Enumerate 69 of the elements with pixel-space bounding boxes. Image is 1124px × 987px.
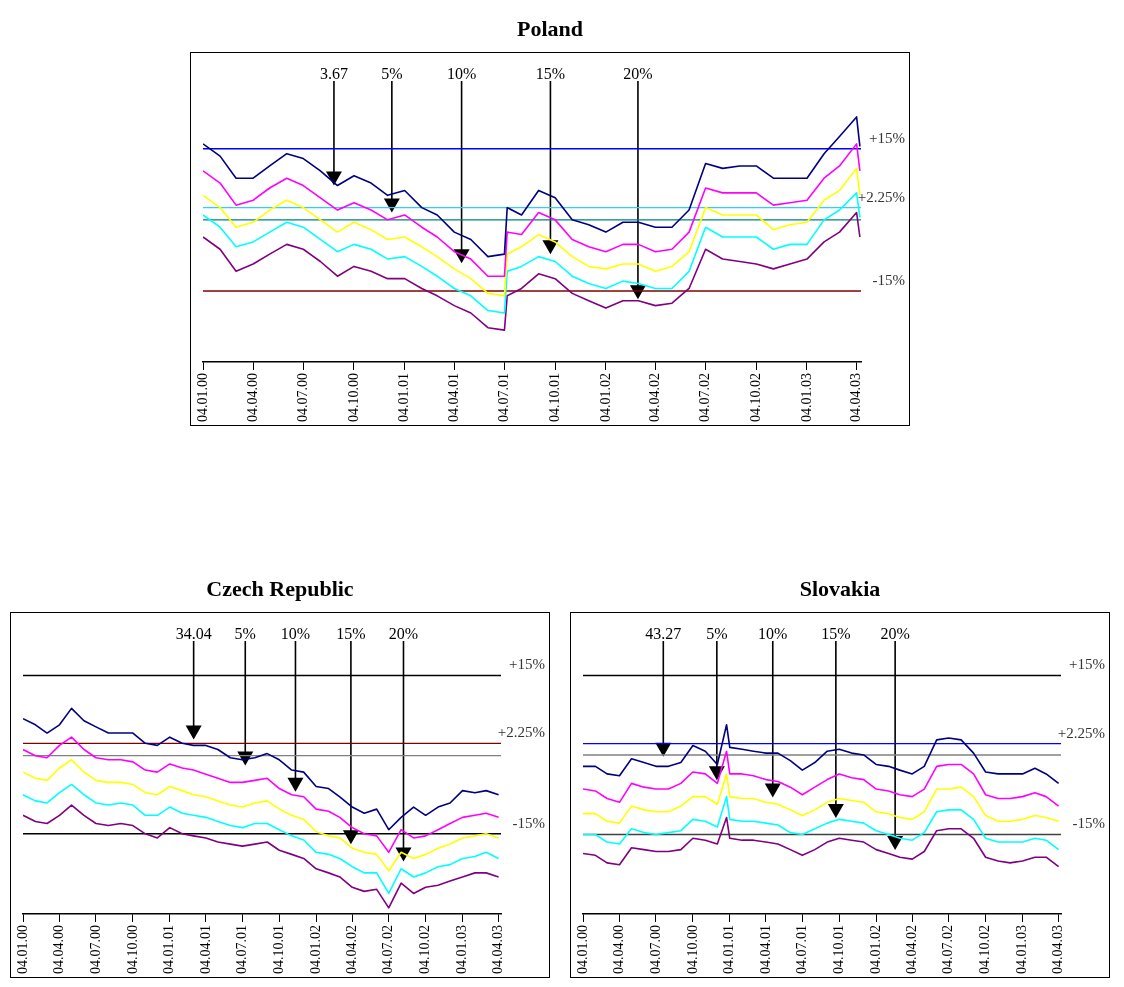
x-tick-label: 04.10.02	[417, 925, 433, 974]
x-tick-label: 04.01.02	[867, 925, 883, 974]
x-tick-label: 04.07.01	[234, 925, 250, 974]
text: 43.27	[645, 625, 682, 643]
text: 10%	[280, 625, 311, 643]
x-tick-label: 04.01.00	[574, 925, 590, 974]
x-tick-label: 04.07.01	[794, 925, 810, 974]
x-tick-label: 04.04.02	[343, 925, 359, 974]
text: 20%	[880, 625, 910, 643]
text: 5%	[234, 625, 256, 643]
x-tick-label: 04.01.03	[798, 373, 814, 422]
text: 10%	[446, 65, 477, 83]
x-tick-label: 04.04.00	[51, 925, 67, 974]
x-tick-label: 04.07.02	[940, 925, 956, 974]
x-tick-label: 04.01.03	[1014, 925, 1030, 974]
x-tick-label: 04.07.00	[87, 925, 103, 974]
text: 5%	[706, 625, 728, 643]
x-tick-label: 04.10.00	[345, 373, 361, 422]
annotation: +2.25%	[1057, 723, 1105, 742]
annotation: +15%	[869, 128, 905, 147]
annotation: -15%	[512, 813, 545, 832]
text: 34.04	[175, 625, 212, 643]
annotation: +15%	[1069, 655, 1105, 674]
x-tick-label: 04.01.01	[721, 925, 737, 974]
text: 20%	[388, 625, 419, 643]
chart-title: Slovakia	[798, 576, 882, 603]
x-tick-label: 04.04.01	[445, 373, 461, 422]
x-tick-label: 04.04.03	[1050, 925, 1066, 974]
x-tick-label: 04.04.00	[244, 373, 260, 422]
x-tick-label: 04.10.00	[124, 925, 140, 974]
text: 15%	[535, 65, 566, 83]
x-tick-label: 04.07.02	[697, 373, 713, 422]
x-tick-label: 04.10.02	[747, 373, 763, 422]
chart-title: Poland	[516, 16, 584, 43]
x-tick-label: 04.10.00	[684, 925, 700, 974]
text: 10%	[758, 625, 788, 643]
chart-title: Czech Republic	[205, 576, 355, 603]
x-tick-label: 04.01.00	[194, 373, 210, 422]
annotation: +2.25%	[857, 187, 905, 206]
x-tick-label: 04.07.00	[647, 925, 663, 974]
x-tick-label: 04.01.01	[396, 373, 412, 422]
x-tick-label: 04.04.03	[848, 373, 864, 422]
x-tick-label: 04.01.02	[597, 373, 613, 422]
text: 3.67	[319, 65, 348, 83]
x-tick-label: 04.07.00	[294, 373, 310, 422]
x-tick-label: 04.04.03	[490, 925, 506, 974]
x-tick-label: 04.04.02	[903, 925, 919, 974]
x-tick-label: 04.04.00	[611, 925, 627, 974]
x-tick-label: 04.10.01	[546, 373, 562, 422]
x-tick-label: 04.10.02	[977, 925, 993, 974]
x-tick-label: 04.10.01	[270, 925, 286, 974]
annotation: +2.25%	[497, 723, 545, 742]
text: 15%	[821, 625, 851, 643]
x-tick-label: 04.10.01	[830, 925, 846, 974]
text: 15%	[336, 625, 366, 643]
x-tick-label: 04.04.01	[757, 925, 773, 974]
x-tick-label: 04.07.02	[380, 925, 396, 974]
x-tick-label: 04.04.02	[647, 373, 663, 422]
annotation: -15%	[1072, 814, 1105, 833]
x-tick-label: 04.07.01	[496, 373, 512, 422]
x-tick-label: 04.04.01	[197, 925, 213, 974]
x-tick-label: 04.01.01	[161, 925, 177, 974]
annotation: -15%	[872, 270, 905, 289]
text: 20%	[623, 65, 653, 83]
x-tick-label: 04.01.02	[307, 925, 323, 974]
x-tick-label: 04.01.03	[454, 925, 470, 974]
annotation: +15%	[509, 655, 545, 674]
text: 5%	[381, 65, 403, 83]
x-tick-label: 04.01.00	[14, 925, 30, 974]
